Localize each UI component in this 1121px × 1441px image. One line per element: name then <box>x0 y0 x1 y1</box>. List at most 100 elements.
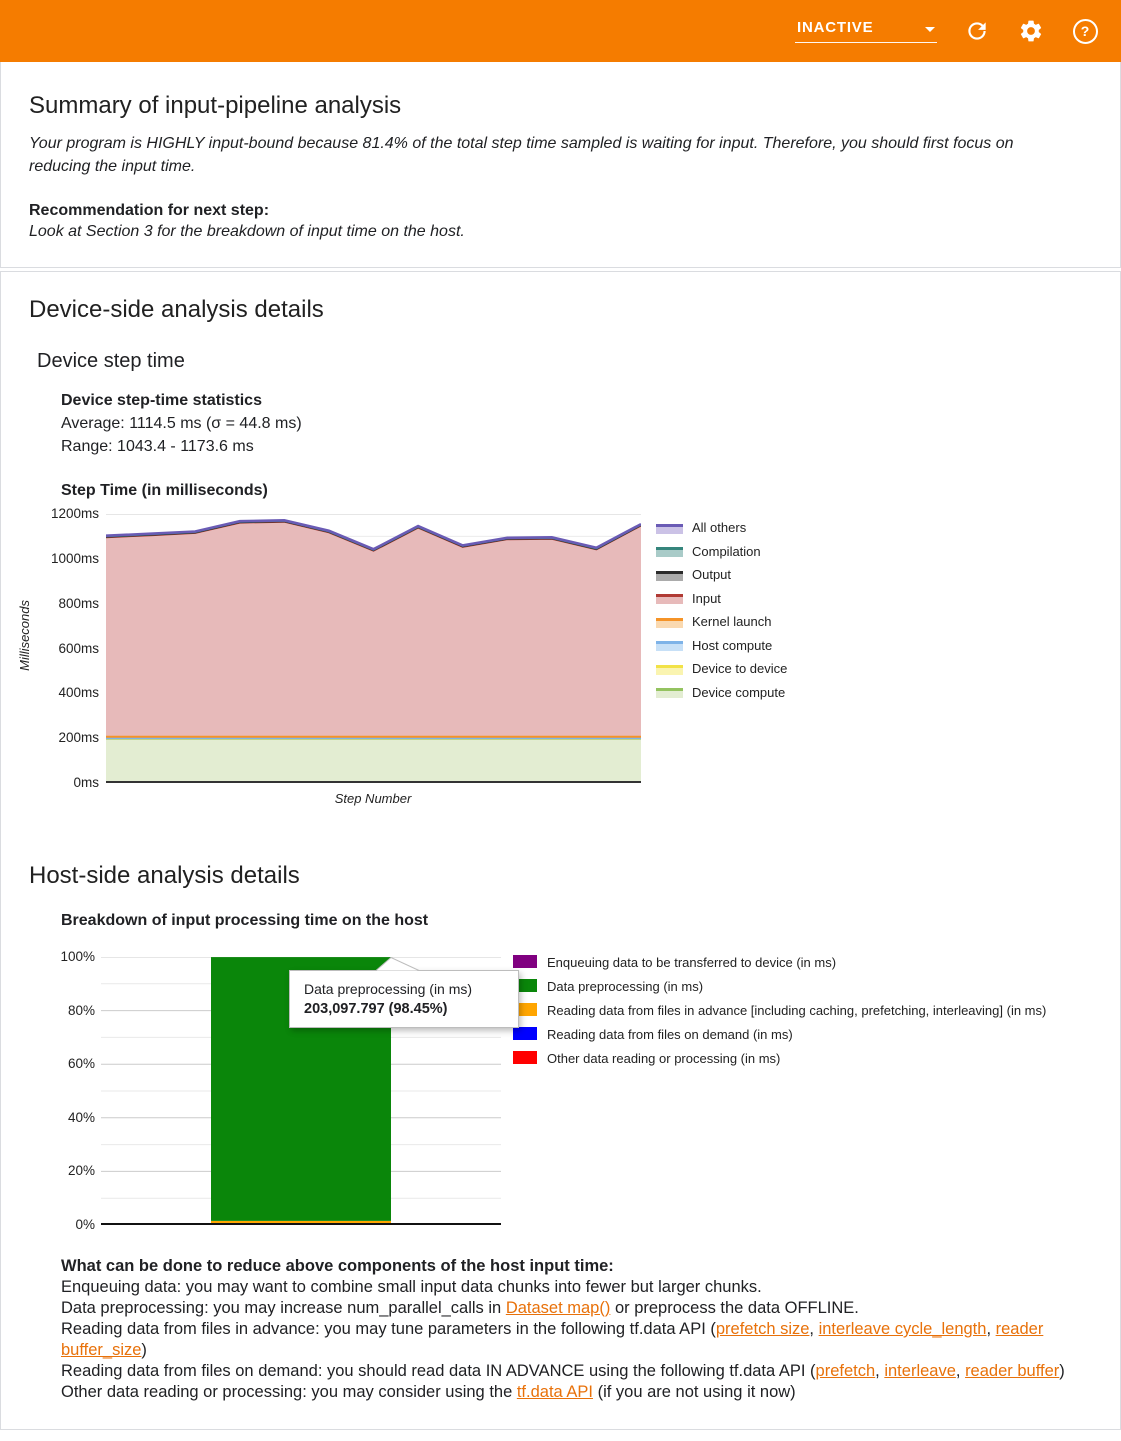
advice-line: Enqueuing data: you may want to combine … <box>61 1277 1092 1298</box>
legend-item[interactable]: Input <box>656 591 787 606</box>
advice-line: Data preprocessing: you may increase num… <box>61 1298 1092 1319</box>
stats-average: Average: 1114.5 ms (σ = 44.8 ms) <box>61 415 302 432</box>
legend-label: Device to device <box>692 661 788 676</box>
advice-line: Other data reading or processing: you ma… <box>61 1382 1092 1403</box>
advice-text: , <box>986 1320 996 1338</box>
legend-item[interactable]: Device compute <box>656 685 787 700</box>
legend-item[interactable]: Data preprocessing (in ms) <box>513 978 1103 995</box>
step-time-plot[interactable] <box>106 514 641 785</box>
tooltip-label: Data preprocessing (in ms) <box>304 981 473 997</box>
advice-text: , <box>809 1320 819 1338</box>
refresh-button[interactable] <box>963 17 991 45</box>
summary-card: Summary of input-pipeline analysis Your … <box>0 62 1121 268</box>
advice-text: or preprocess the data OFFLINE. <box>610 1299 859 1317</box>
advice-text: (if you are not using it now) <box>592 1383 796 1401</box>
app-header: INACTIVE ? <box>0 0 1121 62</box>
y-tick-label: 100% <box>60 949 95 964</box>
advice-line: Reading data from files in advance: you … <box>61 1319 1092 1361</box>
legend-item[interactable]: Kernel launch <box>656 614 787 629</box>
advice-line: Reading data from files on demand: you s… <box>61 1361 1092 1382</box>
advice-text: ) <box>1059 1362 1065 1380</box>
y-tick-label: 0% <box>75 1217 95 1232</box>
advice-title: What can be done to reduce above compone… <box>61 1257 614 1275</box>
device-side-title: Device-side analysis details <box>29 296 324 323</box>
refresh-icon <box>968 22 986 40</box>
y-tick-label: 80% <box>67 1002 95 1018</box>
legend-swatch-icon <box>656 545 683 557</box>
tooltip-pointer <box>375 957 420 971</box>
summary-title: Summary of input-pipeline analysis <box>29 92 402 119</box>
legend-item[interactable]: Reading data from files on demand (in ms… <box>513 1026 1103 1043</box>
host-breakdown-legend: Enqueuing data to be transferred to devi… <box>513 954 1103 1074</box>
summary-body: Your program is HIGHLY input-bound becau… <box>29 135 1014 175</box>
advice-link[interactable]: interleave cycle_length <box>818 1320 987 1338</box>
legend-item[interactable]: Compilation <box>656 544 787 559</box>
advice-link[interactable]: tf.data API <box>516 1383 593 1401</box>
advice-text: Reading data from files on demand: you s… <box>61 1362 816 1380</box>
step-time-y-axis-label: Milliseconds <box>17 600 32 671</box>
step-time-legend: All others Compilation Output Input Kernel l… <box>656 520 787 708</box>
analysis-card: Device-side analysis details Device step… <box>0 271 1121 1430</box>
legend-label: Host compute <box>692 637 773 653</box>
y-tick-label: 600ms <box>58 640 99 656</box>
run-state-value: INACTIVE <box>797 19 874 36</box>
legend-label: Device compute <box>692 684 786 700</box>
run-state-select[interactable]: INACTIVE <box>795 19 937 43</box>
y-tick-label: 800ms <box>58 595 99 611</box>
host-side-title: Host-side analysis details <box>29 862 300 889</box>
step-time-chart: Milliseconds 0ms 200ms 400ms 600ms 800ms 1000… <box>17 506 1092 826</box>
advice-link[interactable]: reader buffer <box>965 1362 1060 1380</box>
host-advice-list: Enqueuing data: you may want to combine … <box>61 1277 1092 1403</box>
legend-label: All others <box>692 520 747 535</box>
legend-swatch-icon <box>656 663 683 675</box>
chart-tooltip: Data preprocessing (in ms) 203,097.797 (… <box>289 970 519 1028</box>
legend-swatch-icon <box>656 686 683 698</box>
legend-item[interactable]: Device to device <box>656 661 787 676</box>
y-tick-label: 60% <box>67 1056 95 1072</box>
settings-button[interactable] <box>1017 17 1045 45</box>
advice-text: Reading data from files in advance: you … <box>61 1320 716 1338</box>
legend-item[interactable]: Enqueuing data to be transferred to devi… <box>513 954 1103 971</box>
legend-item[interactable]: All others <box>656 520 787 535</box>
legend-label: Data preprocessing (in ms) <box>547 979 704 994</box>
legend-item[interactable]: Reading data from files in advance [incl… <box>513 1002 1103 1019</box>
advice-text: , <box>875 1362 885 1380</box>
legend-item[interactable]: Other data reading or processing (in ms) <box>513 1050 1103 1067</box>
legend-swatch-icon <box>656 569 683 581</box>
advice-link[interactable]: reader buffer_size <box>61 1320 1044 1359</box>
legend-label: Compilation <box>692 543 761 559</box>
y-tick-label: 200ms <box>58 730 99 746</box>
legend-label: Other data reading or processing (in ms) <box>547 1051 781 1066</box>
step-time-chart-title: Step Time (in milliseconds) <box>61 482 268 499</box>
y-tick-label: 1000ms <box>50 550 99 566</box>
y-tick-label: 20% <box>67 1163 95 1179</box>
legend-item[interactable]: Host compute <box>656 638 787 653</box>
advice-link[interactable]: interleave <box>884 1362 956 1380</box>
help-button[interactable]: ? <box>1071 17 1099 45</box>
host-breakdown-chart-title: Breakdown of input processing time on th… <box>61 912 429 929</box>
legend-label: Output <box>692 567 732 582</box>
legend-item[interactable]: Output <box>656 567 787 582</box>
legend-swatch-icon <box>513 955 537 968</box>
advice-link[interactable]: prefetch size <box>715 1320 810 1338</box>
advice-link[interactable]: Dataset map() <box>505 1299 611 1317</box>
dropdown-caret-icon <box>925 27 935 32</box>
legend-swatch-icon <box>513 1003 537 1016</box>
host-breakdown-chart: 0% 20% 40% 60% 80% 100% Data preprocessing (i… <box>29 942 1092 1242</box>
step-time-x-axis-label: Step Number <box>334 791 412 806</box>
advice-link[interactable]: prefetch <box>815 1362 876 1380</box>
stats-title: Device step-time statistics <box>61 392 262 409</box>
y-tick-label: 400ms <box>58 685 99 701</box>
y-tick-label: 40% <box>67 1109 95 1125</box>
legend-label: Reading data from files in advance [incl… <box>547 1003 1047 1018</box>
y-tick-label: 1200ms <box>50 506 99 521</box>
legend-label: Enqueuing data to be transferred to devi… <box>547 955 837 970</box>
device-step-time-subtitle: Device step time <box>37 350 185 372</box>
settings-gear-icon <box>1020 20 1042 42</box>
host-advice: What can be done to reduce above compone… <box>61 1256 1092 1429</box>
advice-text: ) <box>141 1341 147 1359</box>
recommendation-body: Look at Section 3 for the breakdown of i… <box>29 223 465 240</box>
advice-text: , <box>955 1362 966 1380</box>
legend-swatch-icon <box>656 592 683 604</box>
legend-swatch-icon <box>656 616 683 628</box>
